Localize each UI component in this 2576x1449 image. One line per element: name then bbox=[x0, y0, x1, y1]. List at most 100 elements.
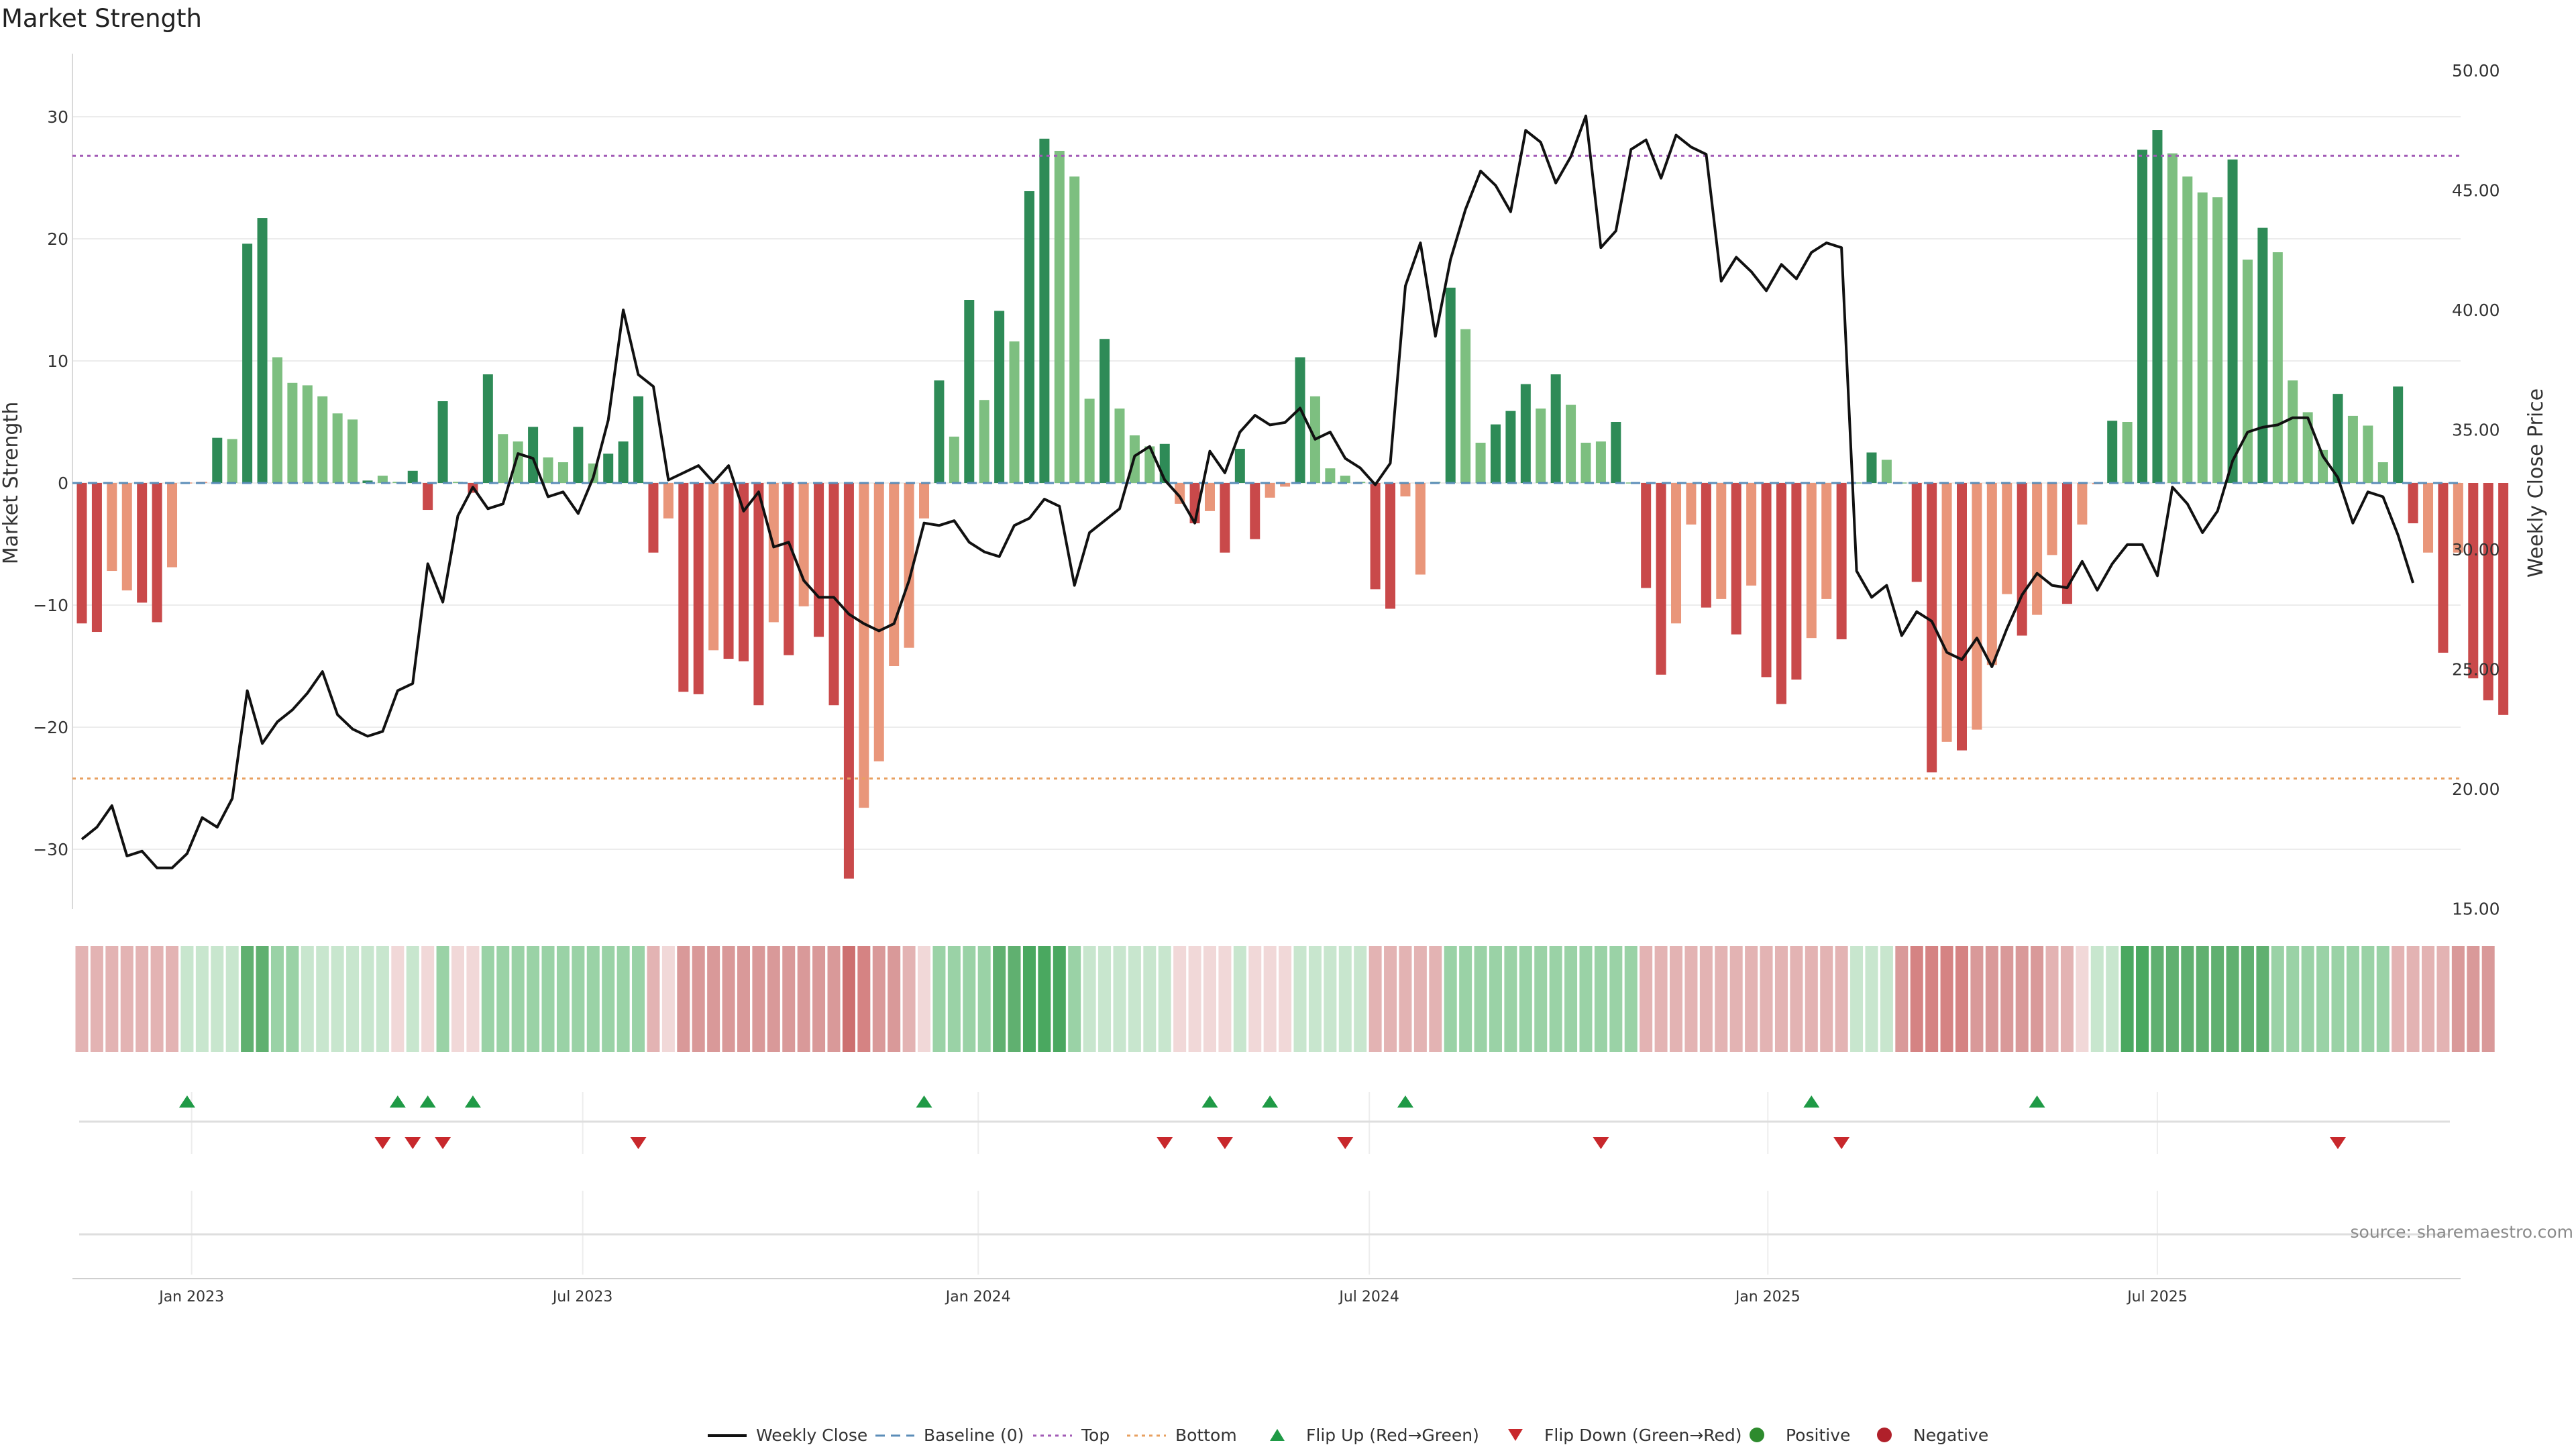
strength-bar bbox=[1927, 483, 1937, 773]
heat-strip-cell bbox=[256, 946, 269, 1052]
legend-swatch-flip-down bbox=[1508, 1429, 1523, 1441]
heat-strip-cell bbox=[1173, 946, 1187, 1052]
strength-bar bbox=[1866, 452, 1877, 483]
strength-bar bbox=[1475, 442, 1486, 483]
strength-bar bbox=[152, 483, 162, 623]
strength-bar bbox=[287, 382, 298, 483]
heat-strip-cell bbox=[316, 946, 329, 1052]
strength-bar bbox=[1520, 384, 1531, 483]
strength-bar bbox=[2393, 386, 2404, 483]
heat-strip-cell bbox=[1008, 946, 1021, 1052]
strength-bar bbox=[2257, 227, 2268, 483]
heat-strip-cell bbox=[1805, 946, 1818, 1052]
strength-bar bbox=[557, 462, 568, 483]
flip-down-marker bbox=[435, 1137, 451, 1149]
heat-strip-cell bbox=[2256, 946, 2269, 1052]
strength-bar bbox=[814, 483, 824, 637]
strength-bar bbox=[1265, 483, 1275, 498]
heat-strip-cell bbox=[1970, 946, 1984, 1052]
heat-strip-cell bbox=[1594, 946, 1607, 1052]
x-ticks: Jan 2023 Jul 2023 Jan 2024 Jul 2024 Jan 2025… bbox=[158, 1289, 2188, 1305]
heat-strip-cell bbox=[90, 946, 103, 1052]
strength-bar bbox=[573, 427, 584, 483]
x-tick-label: Jan 2024 bbox=[945, 1289, 1011, 1305]
y-tick-label-left: −20 bbox=[33, 718, 68, 737]
weekly-close-line bbox=[80, 114, 2415, 869]
heat-strip-cell bbox=[1143, 946, 1157, 1052]
heat-strip-cell bbox=[1279, 946, 1292, 1052]
heat-strip-cell bbox=[2211, 946, 2224, 1052]
flip-down-marker bbox=[1593, 1137, 1609, 1149]
heat-strip-cell bbox=[1354, 946, 1367, 1052]
heat-strip-cell bbox=[225, 946, 239, 1052]
strength-bar bbox=[663, 483, 674, 519]
strength-bar bbox=[693, 483, 704, 694]
heat-strip-cell bbox=[1429, 946, 1442, 1052]
flip-down-marker bbox=[374, 1137, 391, 1149]
heat-strip-cell bbox=[1504, 946, 1517, 1052]
strength-bar bbox=[513, 441, 523, 483]
legend-label: Flip Down (Green→Red) bbox=[1544, 1426, 1742, 1445]
strength-bar bbox=[2272, 252, 2283, 483]
heat-strip-cell bbox=[752, 946, 765, 1052]
strength-heat-strip bbox=[75, 946, 2495, 1052]
heat-strip-cell bbox=[541, 946, 555, 1052]
y-axis-label-right: Weekly Close Price bbox=[2524, 388, 2548, 578]
heat-strip-cell bbox=[647, 946, 660, 1052]
heat-strip-cell bbox=[661, 946, 675, 1052]
strength-bar bbox=[738, 483, 749, 661]
strength-bar bbox=[1099, 339, 1110, 483]
legend-swatch-negative bbox=[1877, 1428, 1892, 1442]
strength-bar bbox=[528, 427, 539, 483]
strength-bar bbox=[543, 457, 553, 483]
strength-bar bbox=[2483, 483, 2493, 700]
strength-bar bbox=[2017, 483, 2027, 636]
heat-strip-cell bbox=[857, 946, 871, 1052]
strength-bar bbox=[1234, 449, 1245, 483]
strength-bar bbox=[1250, 483, 1260, 539]
x-tick-label: Jul 2023 bbox=[551, 1289, 613, 1305]
strength-bar bbox=[2498, 483, 2509, 715]
heat-strip-cell bbox=[2361, 946, 2375, 1052]
strength-bar bbox=[1566, 405, 1576, 483]
strength-bar bbox=[121, 483, 132, 591]
heat-strip-cell bbox=[2000, 946, 2014, 1052]
heat-strip-cell bbox=[1760, 946, 1773, 1052]
heat-strip-cell bbox=[1955, 946, 1968, 1052]
strength-bar bbox=[633, 396, 644, 483]
heat-strip-cell bbox=[195, 946, 209, 1052]
strength-bar bbox=[227, 439, 237, 483]
y-tick-label-left: 0 bbox=[58, 474, 68, 493]
heat-strip-cell bbox=[1519, 946, 1532, 1052]
strength-bar bbox=[167, 483, 178, 568]
heat-strip-cell bbox=[1068, 946, 1081, 1052]
heat-strip-cell bbox=[602, 946, 615, 1052]
strength-bar bbox=[889, 483, 900, 666]
y-tick-label-right: 25.00 bbox=[2452, 660, 2500, 680]
flip-up-marker bbox=[1397, 1095, 1413, 1108]
x-tick-label: Jan 2025 bbox=[1734, 1289, 1801, 1305]
heat-strip-cell bbox=[902, 946, 916, 1052]
heat-strip-cell bbox=[707, 946, 720, 1052]
strength-bar bbox=[1385, 483, 1396, 609]
strength-bar bbox=[332, 413, 343, 483]
strength-bar bbox=[257, 218, 268, 483]
strength-bar bbox=[1490, 424, 1501, 483]
flip-down-marker bbox=[1157, 1137, 1173, 1149]
strength-bar bbox=[603, 453, 614, 483]
strength-bar bbox=[723, 483, 734, 659]
x-tick-label: Jul 2024 bbox=[1338, 1289, 1399, 1305]
strength-bar bbox=[317, 396, 328, 483]
strength-bar bbox=[1881, 460, 1892, 483]
flip-up-marker bbox=[419, 1095, 436, 1108]
heat-strip-cell bbox=[797, 946, 810, 1052]
heat-strip-cell bbox=[2181, 946, 2194, 1052]
heat-strip-cell bbox=[572, 946, 585, 1052]
heat-strip-cell bbox=[180, 946, 194, 1052]
heat-strip-cell bbox=[963, 946, 976, 1052]
strength-bar bbox=[1054, 150, 1065, 483]
strength-bar bbox=[708, 483, 719, 651]
strength-bar bbox=[2332, 394, 2343, 483]
strength-bar bbox=[1400, 483, 1411, 497]
heat-strip-cell bbox=[1293, 946, 1307, 1052]
